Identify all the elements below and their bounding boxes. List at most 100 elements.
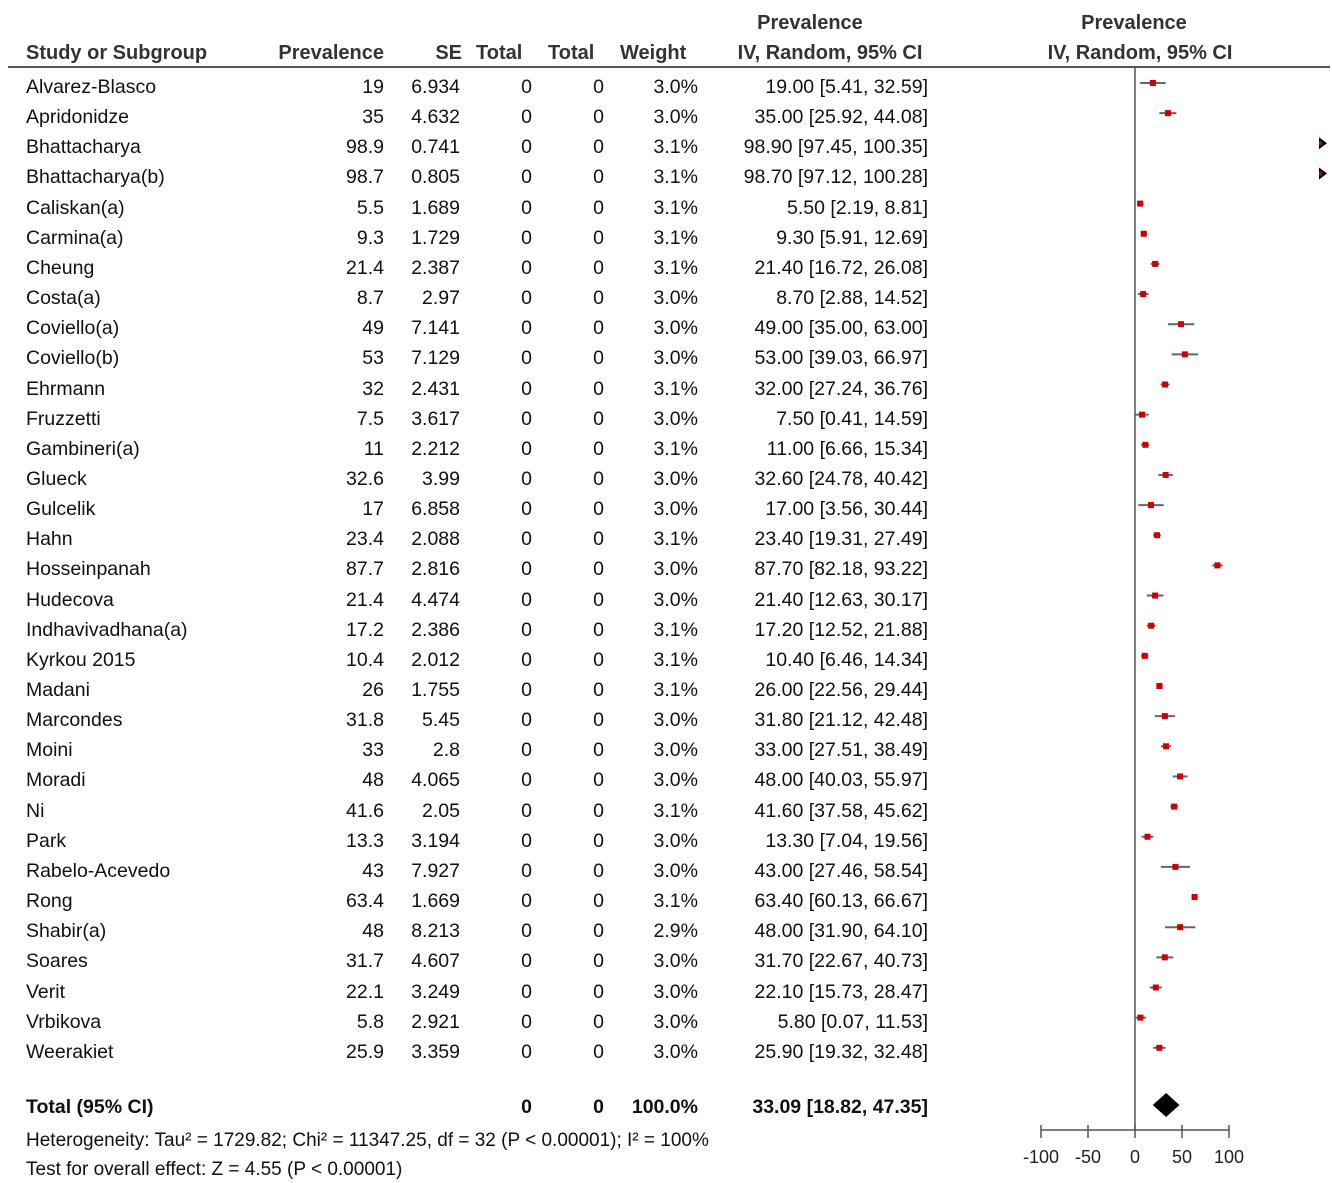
total-weight: 100.0%: [631, 1096, 698, 1118]
study-weight: 3.0%: [653, 76, 698, 98]
study-ci: 43.00 [27.46, 58.54]: [754, 859, 928, 882]
study-total-1: 0: [521, 106, 532, 129]
study-total-1: 0: [521, 76, 532, 98]
study-se: 2.8: [432, 739, 460, 762]
study-se: 4.474: [411, 588, 460, 611]
study-weight: 2.9%: [653, 920, 698, 943]
pooled-diamond: [1152, 1093, 1180, 1117]
study-point: [1178, 321, 1185, 328]
x-tick-label: 100: [1214, 1147, 1244, 1167]
study-ci: 13.30 [7.04, 19.56]: [765, 829, 928, 852]
study-ci: 31.70 [22.67, 40.73]: [754, 950, 928, 973]
study-weight: 3.0%: [653, 829, 698, 852]
header-ci-bottom: IV, Random, 95% CI: [737, 42, 923, 64]
study-se: 1.755: [411, 679, 460, 701]
study-prevalence: 13.3: [346, 829, 384, 852]
study-total-2: 0: [593, 679, 604, 701]
study-point: [1147, 502, 1154, 509]
study-total-2: 0: [593, 317, 604, 340]
study-total-2: 0: [593, 739, 604, 762]
study-point: [1149, 80, 1156, 86]
study-weight: 3.0%: [653, 1010, 698, 1033]
study-name: Vrbikova: [26, 1010, 102, 1033]
study-prevalence: 48: [362, 920, 384, 943]
study-point: [1156, 683, 1163, 689]
study-se: 3.194: [411, 829, 460, 852]
study-ci: 21.40 [12.63, 30.17]: [754, 588, 928, 611]
study-point: [1191, 894, 1198, 901]
study-name: Caliskan(a): [26, 196, 125, 219]
study-name: Weerakiet: [26, 1040, 114, 1063]
off-scale-arrow: [1319, 167, 1327, 180]
study-name: Verit: [26, 980, 66, 1003]
study-total-1: 0: [521, 467, 532, 490]
study-prevalence: 35: [362, 106, 384, 129]
off-scale-arrow: [1319, 137, 1327, 150]
study-point: [1153, 532, 1160, 539]
study-weight: 3.0%: [653, 287, 698, 310]
study-name: Moini: [26, 739, 73, 762]
study-point: [1152, 984, 1159, 991]
study-weight: 3.0%: [653, 709, 698, 732]
study-ci: 25.90 [19.32, 32.48]: [754, 1040, 928, 1063]
study-point: [1140, 291, 1147, 298]
study-weight: 3.0%: [653, 950, 698, 973]
study-prevalence: 8.7: [356, 287, 384, 310]
study-ci: 26.00 [22.56, 29.44]: [754, 679, 928, 701]
study-se: 2.012: [411, 648, 460, 671]
study-se: 7.927: [411, 859, 460, 882]
study-prevalence: 17.2: [346, 618, 384, 641]
study-prevalence: 43: [362, 859, 384, 882]
study-weight: 3.0%: [653, 980, 698, 1003]
study-point: [1142, 441, 1149, 448]
study-weight: 3.1%: [653, 890, 698, 913]
study-se: 3.249: [411, 980, 460, 1003]
study-prevalence: 41.6: [346, 799, 384, 822]
study-name: Gulcelik: [26, 498, 96, 521]
study-name: Hahn: [26, 528, 73, 551]
x-tick-label: -100: [1023, 1147, 1059, 1167]
study-prevalence: 63.4: [346, 890, 384, 913]
study-ci: 11.00 [6.66, 15.34]: [766, 437, 928, 460]
study-total-2: 0: [593, 1010, 604, 1033]
study-weight: 3.0%: [653, 1040, 698, 1063]
study-point: [1152, 260, 1159, 267]
study-se: 0.805: [411, 166, 460, 189]
study-total-1: 0: [521, 528, 532, 551]
study-prevalence: 10.4: [346, 648, 384, 671]
study-name: Alvarez-Blasco: [26, 76, 157, 98]
study-prevalence: 22.1: [346, 980, 384, 1003]
study-ci: 32.00 [27.24, 36.76]: [754, 377, 928, 400]
study-se: 2.05: [422, 799, 460, 822]
study-name: Rabelo-Acevedo: [26, 859, 171, 882]
study-total-2: 0: [593, 799, 604, 822]
study-prevalence: 17: [362, 498, 384, 521]
study-se: 0.741: [411, 136, 460, 159]
study-total-2: 0: [593, 890, 604, 913]
study-se: 6.934: [411, 76, 460, 98]
study-se: 2.816: [411, 558, 460, 581]
study-se: 1.669: [411, 890, 460, 913]
study-total-1: 0: [521, 709, 532, 732]
heterogeneity-text: Heterogeneity: Tau² = 1729.82; Chi² = 11…: [26, 1130, 709, 1151]
study-weight: 3.0%: [653, 558, 698, 581]
study-total-1: 0: [521, 407, 532, 430]
study-point: [1171, 803, 1178, 810]
study-total-1: 0: [521, 347, 532, 370]
study-se: 7.129: [411, 347, 460, 370]
study-total-1: 0: [521, 739, 532, 762]
x-tick-label: 0: [1130, 1147, 1140, 1167]
study-name: Glueck: [26, 467, 87, 490]
study-total-1: 0: [521, 437, 532, 460]
study-weight: 3.1%: [653, 618, 698, 641]
study-total-1: 0: [521, 256, 532, 279]
study-name: Soares: [26, 950, 88, 973]
study-total-1: 0: [521, 287, 532, 310]
study-weight: 3.1%: [653, 256, 698, 279]
total-ci: 33.09 [18.82, 47.35]: [752, 1096, 928, 1118]
study-ci: 87.70 [82.18, 93.22]: [754, 558, 928, 581]
study-weight: 3.1%: [653, 166, 698, 189]
study-point: [1164, 110, 1171, 117]
study-total-2: 0: [593, 76, 604, 98]
